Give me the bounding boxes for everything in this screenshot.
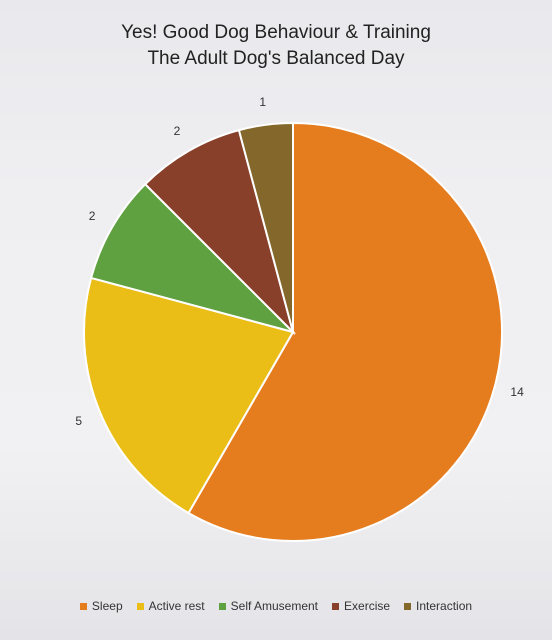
legend-label-interaction: Interaction [416, 599, 473, 613]
legend-swatch-self-amusement [218, 602, 226, 610]
data-label-interaction: 1 [259, 95, 266, 109]
legend-item-interaction: Interaction [404, 599, 472, 613]
legend-item-exercise: Exercise [332, 599, 390, 613]
legend-swatch-exercise [332, 602, 340, 610]
chart-title: Yes! Good Dog Behaviour & Training The A… [0, 20, 552, 72]
legend-label-exercise: Exercise [344, 599, 391, 613]
legend-label-active-rest: Active rest [148, 599, 205, 613]
legend-item-self-amusement: Self Amusement [218, 599, 319, 613]
chart-title-line-2: The Adult Dog's Balanced Day [147, 48, 405, 69]
chart-title-line-1: Yes! Good Dog Behaviour & Training [121, 22, 431, 43]
legend-label-self-amusement: Self Amusement [230, 599, 319, 613]
data-label-sleep: 14 [510, 385, 524, 399]
pie-slice-active-rest [83, 276, 295, 515]
legend-swatch-active-rest [136, 602, 144, 610]
pie-slice-interaction [237, 121, 294, 333]
pie-slice-sleep [187, 121, 503, 542]
chart-legend: Sleep Active rest Self Amusement Exercise In… [0, 599, 552, 613]
pie-slice-self-amusement [89, 182, 297, 334]
data-label-exercise: 2 [174, 124, 181, 138]
legend-item-sleep: Sleep [79, 599, 123, 613]
legend-swatch-interaction [404, 602, 412, 610]
data-label-self-amusement: 2 [89, 209, 96, 223]
legend-label-sleep: Sleep [91, 599, 123, 613]
legend-swatch-sleep [79, 602, 87, 610]
legend-item-active-rest: Active rest [136, 599, 205, 613]
data-label-active-rest: 5 [75, 414, 82, 428]
pie-slice-exercise [143, 128, 295, 336]
